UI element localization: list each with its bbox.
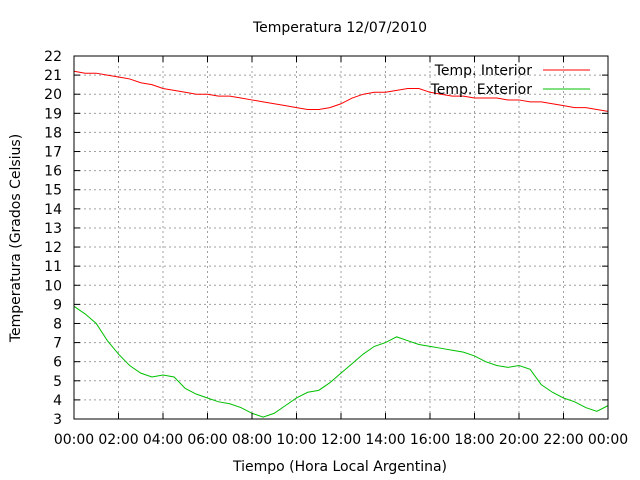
x-tick-label: 22:00 [543, 432, 583, 448]
x-tick-label: 00:00 [54, 432, 94, 448]
x-tick-label: 20:00 [499, 432, 539, 448]
y-tick-label: 15 [44, 183, 62, 199]
x-tick-label: 08:00 [232, 432, 272, 448]
series-lines [73, 70, 609, 418]
y-tick-label: 19 [44, 106, 62, 122]
y-tick-label: 7 [53, 336, 62, 352]
x-tick-label: 18:00 [454, 432, 494, 448]
legend-label-2: Temp. Exterior [430, 82, 533, 98]
x-tick-label: 00:00 [588, 432, 628, 448]
x-tick-label: 16:00 [410, 432, 450, 448]
y-tick-label: 21 [44, 68, 62, 84]
axes: 00:00 02:00 04:00 06:00 08:00 10:00 12:00 14:00… [44, 49, 628, 448]
x-tick-label: 10:00 [276, 432, 316, 448]
x-tick-label: 04:00 [143, 432, 183, 448]
x-tick-label: 12:00 [321, 432, 361, 448]
chart-title: Temperatura 12/07/2010 [252, 20, 427, 36]
y-tick-label: 13 [44, 221, 62, 237]
y-tick-label: 14 [44, 202, 62, 218]
x-tick-label: 06:00 [187, 432, 227, 448]
y-tick-label: 10 [44, 278, 62, 294]
y-tick-label: 3 [53, 412, 62, 428]
y-tick-label: 22 [44, 49, 62, 65]
x-tick-label: 14:00 [365, 432, 405, 448]
plot-frame [73, 55, 609, 420]
y-tick-label: 18 [44, 125, 62, 141]
y-tick-label: 6 [53, 355, 62, 371]
y-tick-label: 4 [53, 393, 62, 409]
x-axis-label: Tiempo (Hora Local Argentina) [232, 459, 447, 475]
legend-label-1: Temp. Interior [434, 63, 533, 79]
series-line-1 [73, 70, 609, 112]
grid-lines [74, 56, 608, 419]
x-tick-label: 02:00 [98, 432, 138, 448]
y-tick-label: 9 [53, 297, 62, 313]
y-tick-label: 16 [44, 164, 62, 180]
legend: Temp. Interior Temp. Exterior [430, 63, 590, 98]
y-tick-label: 17 [44, 145, 62, 161]
y-tick-label: 12 [44, 240, 62, 256]
y-tick-label: 5 [53, 374, 62, 390]
series-line-2 [73, 305, 609, 418]
y-axis-label: Temperatura (Grados Celsius) [8, 134, 24, 343]
y-tick-label: 8 [53, 316, 62, 332]
y-tick-label: 11 [44, 259, 62, 275]
y-tick-label: 20 [44, 87, 62, 103]
